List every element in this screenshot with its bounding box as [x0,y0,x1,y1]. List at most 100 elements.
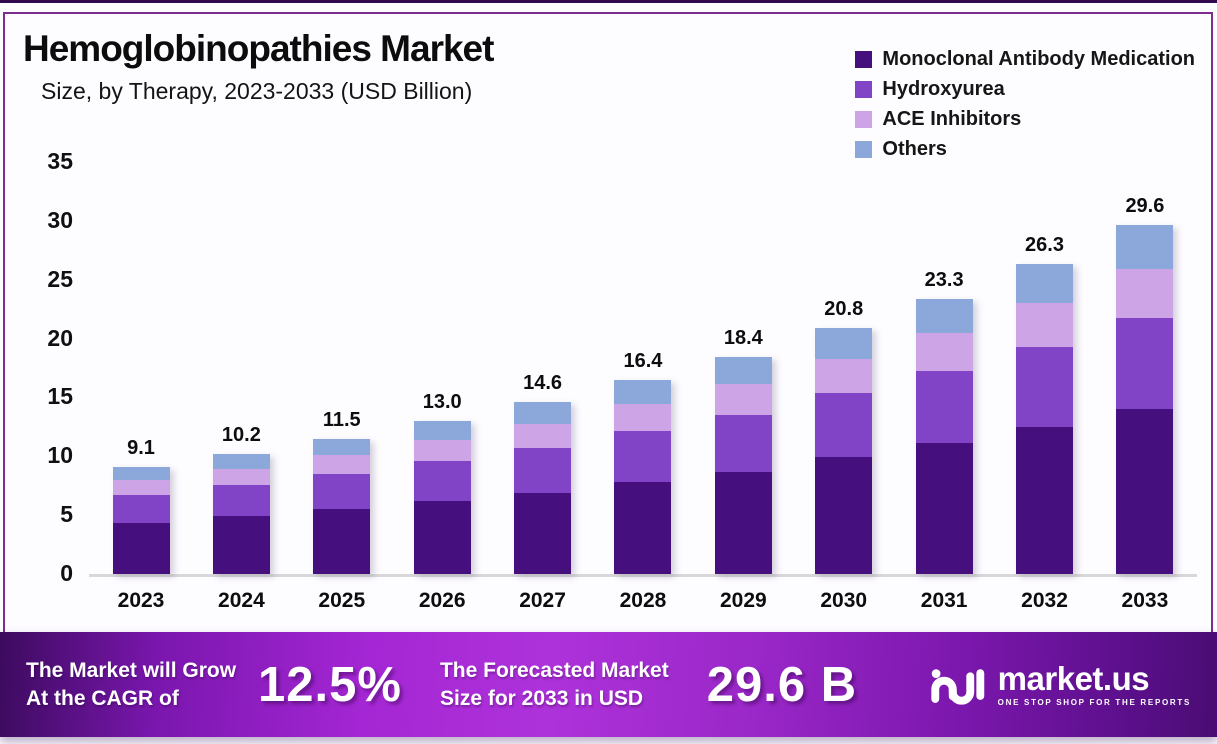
forecast-label-line1: The Forecasted Market [439,659,669,683]
bar-total-label: 13.0 [422,391,462,413]
bar-total-label: 23.3 [924,269,964,291]
bar-stack-2026 [413,421,471,574]
bar-total-label: 26.3 [1025,234,1064,256]
bar-stack-2030 [815,328,873,574]
segment-others [112,467,170,480]
legend-label: Monoclonal Antibody Medication [882,48,1195,70]
forecast-value: 29.6 B [706,657,858,712]
segment-monoclonal-antibody-medication [815,457,873,574]
segment-ace-inhibitors [112,480,170,495]
y-tick-label-35: 35 [47,148,73,174]
segment-hydroxyurea [815,393,873,457]
legend-label: Hydroxyurea [882,78,1005,100]
segment-monoclonal-antibody-medication [112,523,170,574]
segment-hydroxyurea [413,461,471,501]
page-subtitle: Size, by Therapy, 2023-2033 (USD Billion… [41,78,473,104]
segment-ace-inhibitors [1016,303,1074,347]
segment-ace-inhibitors [212,469,270,485]
x-tick-label-2024: 2024 [218,589,265,612]
x-tick-label-2032: 2032 [1021,589,1068,612]
legend-item-ace-inhibitors: ACE Inhibitors [855,108,1195,131]
segment-monoclonal-antibody-medication [1116,409,1174,574]
x-tick-label-2030: 2030 [820,589,868,612]
bar-stack-2029 [714,357,772,574]
segment-ace-inhibitors [614,404,672,431]
x-tick-label-2029: 2029 [719,589,767,612]
segment-monoclonal-antibody-medication [212,516,270,574]
legend-label: ACE Inhibitors [882,108,1022,130]
x-tick-label-2027: 2027 [519,589,566,612]
x-tick-label-2028: 2028 [619,589,667,612]
segment-ace-inhibitors [313,455,371,474]
segment-others [313,439,371,455]
brand-tagline: ONE STOP SHOP FOR THE REPORTS [997,698,1191,707]
segment-others [714,357,772,384]
chart-header: Hemoglobinopathies Market Size, by Thera… [5,28,1211,160]
segment-others [815,328,873,359]
bar-2028: 16.4 [597,162,689,574]
legend-swatch [855,51,873,68]
bar-total-label: 29.6 [1125,195,1165,217]
segment-others [915,299,973,333]
bar-2024: 10.2 [195,162,287,574]
x-tick-label-2026: 2026 [418,589,466,612]
segment-others [413,421,471,440]
segment-ace-inhibitors [714,384,772,415]
cagr-label-line2: At the CAGR of [26,686,179,710]
legend-item-monoclonal-antibody-medication: Monoclonal Antibody Medication [855,48,1195,71]
segment-hydroxyurea [1016,347,1074,427]
cagr-label: The Market will Grow At the CAGR of [26,657,236,712]
marketus-logo-icon [930,668,984,705]
chart-frame: Hemoglobinopathies Market Size, by Thera… [3,12,1213,646]
brand-text: market.us ONE STOP SHOP FOR THE REPORTS [998,662,1191,707]
segment-others [1116,225,1174,269]
bar-stack-2024 [212,454,270,574]
x-tick-label-2031: 2031 [920,589,968,612]
segment-monoclonal-antibody-medication [313,509,371,574]
x-axis-labels: 2023 2024 2025 2026 2027 2028 2029 2030 2031 2032… [89,589,1197,613]
bar-2030: 20.8 [798,162,890,574]
segment-ace-inhibitors [413,440,471,461]
legend-swatch [855,81,873,98]
segment-hydroxyurea [313,474,371,509]
segment-ace-inhibitors [1116,269,1174,318]
bars: 9.1 10.2 11.5 13.0 14.6 16.4 18.4 20.8 23.3 26.3 2… [89,162,1197,574]
legend-swatch [855,111,873,128]
legend-label: Others [882,138,947,160]
segment-ace-inhibitors [915,333,973,371]
y-tick-label-30: 30 [47,206,73,233]
bar-stack-2023 [112,467,170,574]
plot-area: 9.1 10.2 11.5 13.0 14.6 16.4 18.4 20.8 23.3 26.3 2… [47,148,1197,586]
segment-hydroxyurea [1116,318,1174,409]
forecast-label: The Forecasted Market Size for 2033 in U… [440,657,669,712]
segment-others [514,402,572,424]
x-tick-label-2023: 2023 [117,589,165,612]
bar-2032: 26.3 [999,162,1091,574]
segment-others [614,380,672,404]
bar-total-label: 10.2 [221,424,261,446]
forecast-label-line2: Size for 2033 in USD [439,686,644,710]
segment-hydroxyurea [514,448,572,493]
page-title: Hemoglobinopathies Market [23,28,494,69]
y-tick-label-5: 5 [60,501,73,528]
y-tick-label-15: 15 [47,383,73,410]
bar-stack-2032 [1016,264,1074,574]
segment-hydroxyurea [212,485,270,516]
brand-logo: market.us ONE STOP SHOP FOR THE REPORTS [930,662,1191,708]
y-tick-label-25: 25 [47,265,73,292]
bar-2025: 11.5 [296,162,388,574]
legend-item-hydroxyurea: Hydroxyurea [855,78,1195,101]
segment-others [212,454,270,469]
segment-monoclonal-antibody-medication [614,482,672,574]
top-edge-strip [0,0,1217,3]
segment-monoclonal-antibody-medication [1016,427,1074,574]
bar-2029: 18.4 [697,162,789,574]
segment-monoclonal-antibody-medication [915,443,973,574]
bar-total-label: 20.8 [824,298,864,320]
bar-total-label: 18.4 [723,327,763,349]
segment-monoclonal-antibody-medication [514,493,572,574]
brand-name: market.us [997,660,1150,697]
legend: Monoclonal Antibody Medication Hydroxyure… [855,48,1195,168]
segment-monoclonal-antibody-medication [714,472,772,574]
